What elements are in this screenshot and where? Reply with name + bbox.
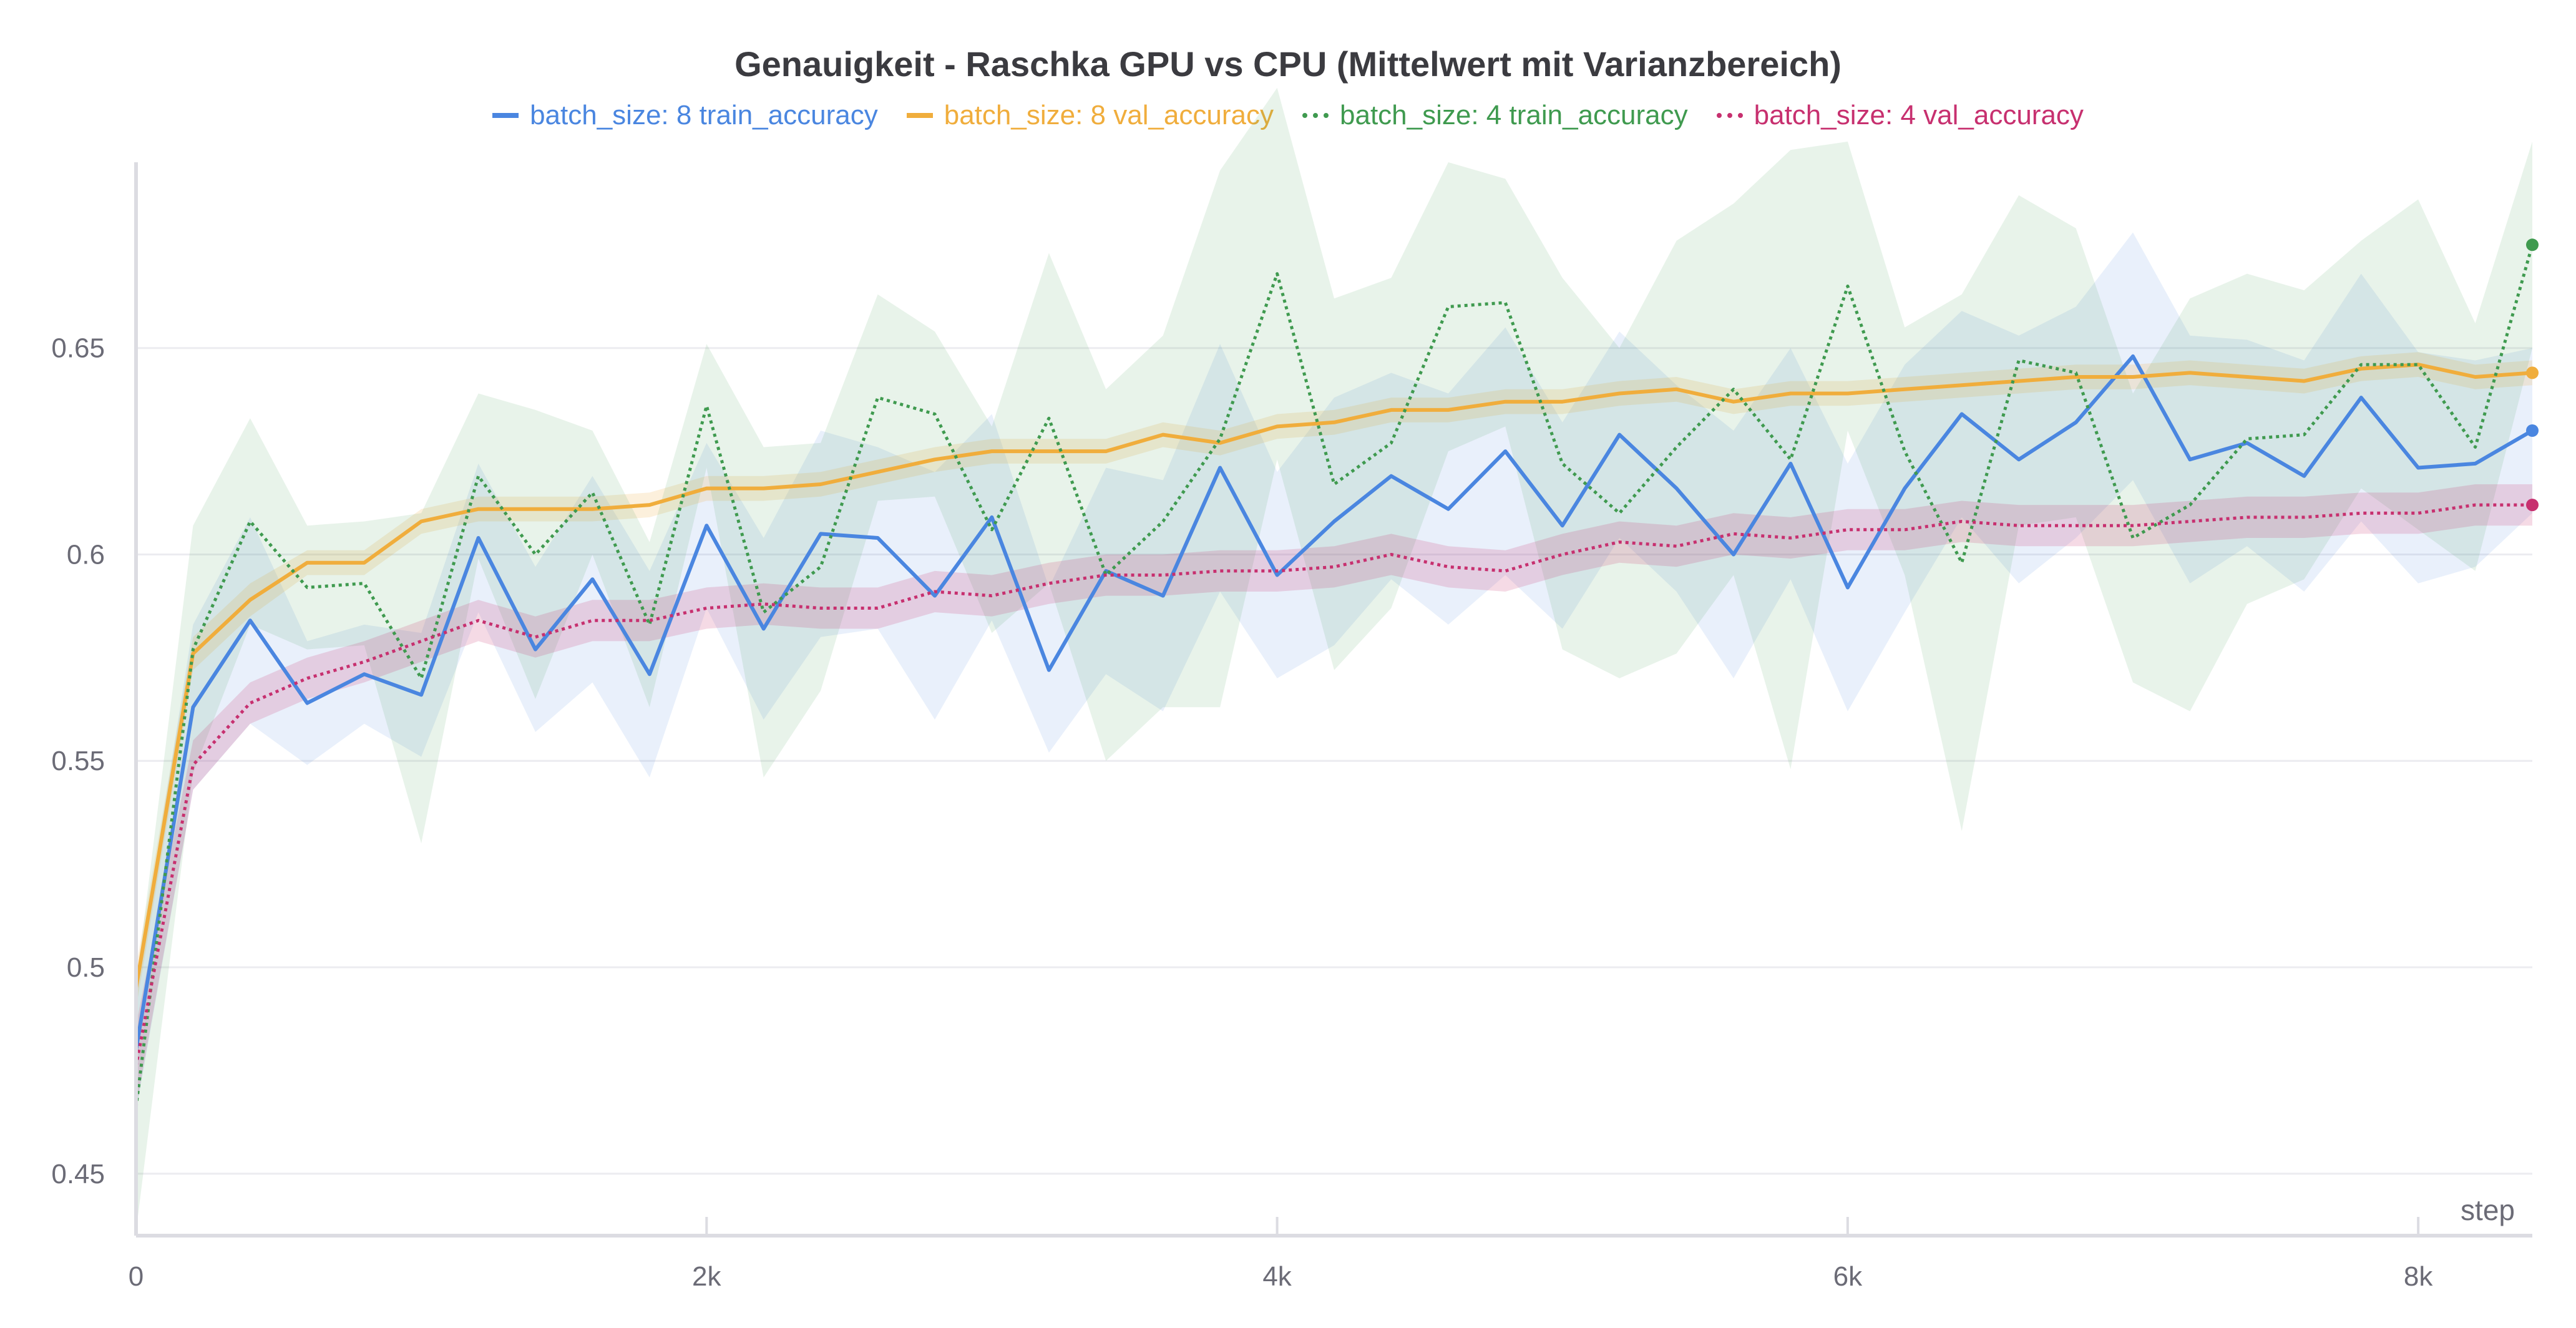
x-tick-label-3: 6k xyxy=(1833,1261,1863,1292)
series-line-3[interactable] xyxy=(134,503,2532,1067)
variance-band-2 xyxy=(136,87,2532,1232)
series-endpoint-2 xyxy=(2526,238,2539,251)
y-tick-label-3: 0.6 xyxy=(67,539,105,570)
series-line-1[interactable] xyxy=(134,363,2533,989)
legend-item-bs4-train[interactable]: batch_size: 4 train_accuracy xyxy=(1302,100,1688,131)
series-line-0[interactable] xyxy=(134,354,2534,1050)
legend-swatch-bs8-train xyxy=(492,113,519,118)
legend-label-bs8-val: batch_size: 8 val_accuracy xyxy=(944,100,1274,130)
legend-label-bs8-train: batch_size: 8 train_accuracy xyxy=(530,100,878,130)
y-tick-label-4: 0.65 xyxy=(51,333,105,364)
legend: batch_size: 8 train_accuracy batch_size:… xyxy=(0,100,2576,131)
variance-bands xyxy=(136,87,2532,1232)
legend-swatch-bs4-train xyxy=(1302,113,1329,118)
chart-title: Genauigkeit - Raschka GPU vs CPU (Mittel… xyxy=(734,44,1842,84)
legend-item-bs8-train[interactable]: batch_size: 8 train_accuracy xyxy=(492,100,878,131)
tick-labels: 0.45 0.5 0.55 0.6 0.65 0 2k 4k 6k 8k xyxy=(51,333,2433,1292)
series-endpoint-0 xyxy=(2526,424,2539,437)
legend-item-bs4-val[interactable]: batch_size: 4 val_accuracy xyxy=(1716,100,2084,131)
y-tick-label-0: 0.45 xyxy=(51,1159,105,1189)
x-tick-label-2: 4k xyxy=(1262,1261,1292,1292)
axes xyxy=(134,162,2532,1238)
legend-swatch-bs8-val xyxy=(906,113,933,118)
legend-label-bs4-val: batch_size: 4 val_accuracy xyxy=(1754,100,2084,130)
y-tick-label-1: 0.5 xyxy=(67,952,105,983)
y-tick-label-2: 0.55 xyxy=(51,746,105,776)
grid-layer xyxy=(136,347,2532,1175)
legend-label-bs4-train: batch_size: 4 train_accuracy xyxy=(1340,100,1688,130)
x-tick-label-0: 0 xyxy=(129,1261,144,1292)
x-tick-label-4: 8k xyxy=(2404,1261,2433,1292)
legend-item-bs8-val[interactable]: batch_size: 8 val_accuracy xyxy=(906,100,1274,131)
legend-swatch-bs4-val xyxy=(1716,113,1743,118)
series-endpoint-3 xyxy=(2526,499,2539,512)
x-axis-label: step xyxy=(2461,1194,2515,1226)
series-endpoint-1 xyxy=(2526,366,2539,379)
series-lines xyxy=(134,238,2539,1108)
x-tick-label-1: 2k xyxy=(692,1261,721,1292)
